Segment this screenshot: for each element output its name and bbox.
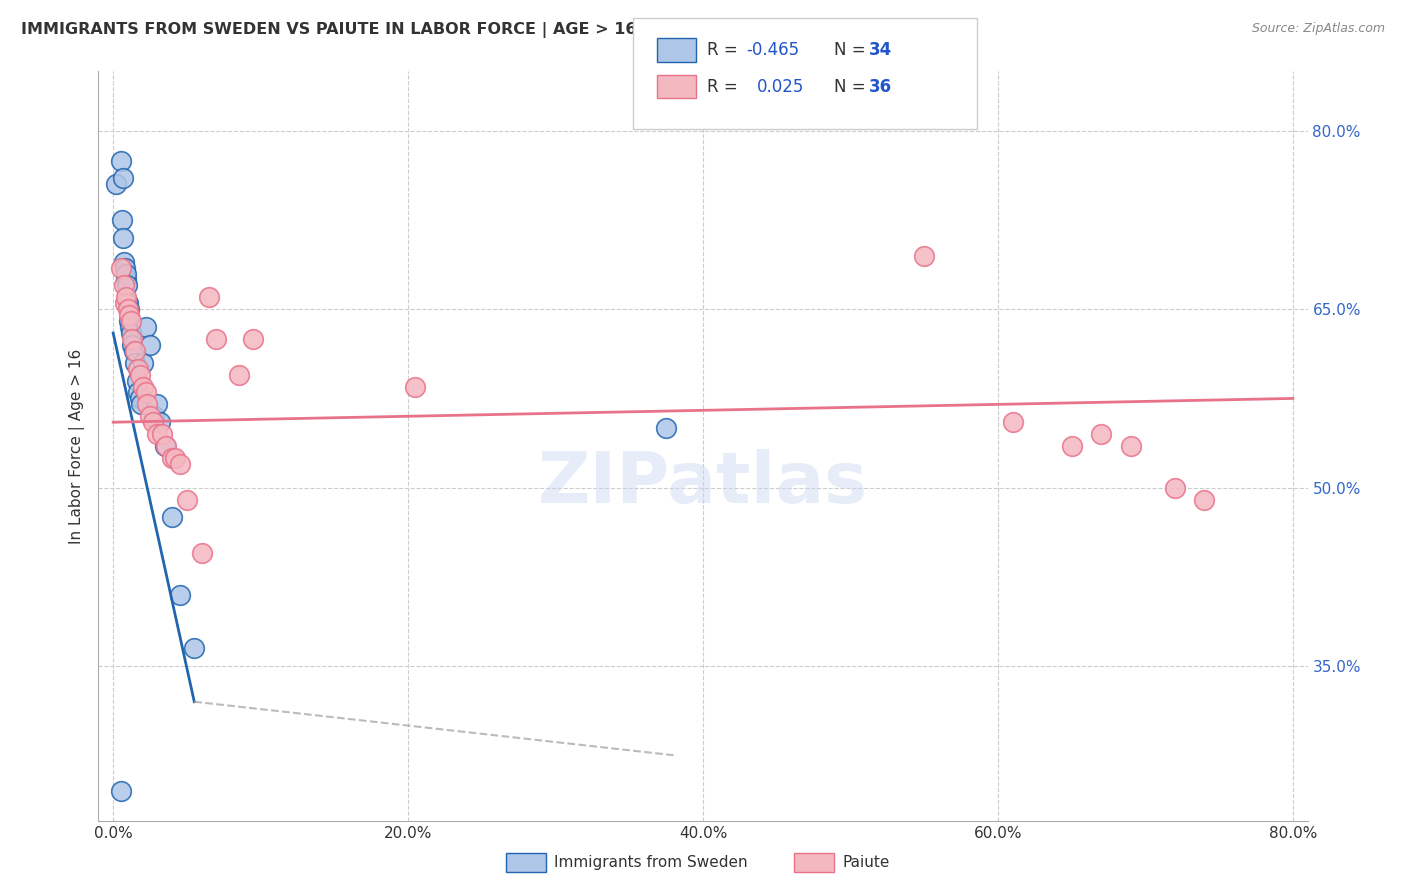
Text: R =: R =: [707, 78, 748, 95]
Point: [139, 338, 162, 352]
Point: [169, 457, 191, 471]
Point: [127, 385, 149, 400]
Point: [115, 290, 138, 304]
Point: [117, 296, 139, 310]
Point: [111, 171, 134, 186]
Text: 0.025: 0.025: [756, 78, 804, 95]
Point: [128, 368, 150, 382]
Point: [165, 450, 187, 465]
Point: [120, 320, 142, 334]
Text: N =: N =: [834, 41, 870, 59]
Point: [131, 379, 153, 393]
Point: [122, 343, 145, 358]
Point: [110, 153, 132, 168]
Text: Immigrants from Sweden: Immigrants from Sweden: [554, 855, 748, 870]
Point: [115, 267, 138, 281]
Point: [242, 332, 264, 346]
Point: [121, 332, 143, 346]
Text: Source: ZipAtlas.com: Source: ZipAtlas.com: [1251, 22, 1385, 36]
Point: [112, 254, 135, 268]
Y-axis label: In Labor Force | Age > 16: In Labor Force | Age > 16: [69, 349, 84, 543]
Text: R =: R =: [707, 41, 744, 59]
Point: [139, 409, 162, 424]
Point: [120, 314, 142, 328]
Point: [655, 421, 678, 435]
Point: [124, 356, 146, 370]
Point: [118, 302, 141, 317]
Point: [1194, 492, 1216, 507]
Point: [131, 356, 153, 370]
Point: [117, 302, 139, 317]
Point: [124, 343, 146, 358]
Point: [136, 397, 159, 411]
Text: Paiute: Paiute: [842, 855, 890, 870]
Point: [1164, 481, 1187, 495]
Point: [128, 392, 150, 406]
Point: [110, 784, 132, 798]
Point: [111, 213, 134, 227]
Point: [105, 178, 128, 192]
Point: [912, 249, 935, 263]
Point: [1090, 427, 1112, 442]
Point: [142, 415, 165, 429]
Point: [127, 361, 149, 376]
Point: [135, 385, 157, 400]
Text: 36: 36: [869, 78, 891, 95]
Point: [153, 439, 176, 453]
Text: N =: N =: [834, 78, 870, 95]
Point: [150, 427, 173, 442]
Point: [198, 290, 221, 304]
Point: [129, 397, 152, 411]
Text: -0.465: -0.465: [747, 41, 800, 59]
Point: [190, 546, 212, 560]
Text: IMMIGRANTS FROM SWEDEN VS PAIUTE IN LABOR FORCE | AGE > 16 CORRELATION CHART: IMMIGRANTS FROM SWEDEN VS PAIUTE IN LABO…: [21, 22, 834, 38]
Point: [1001, 415, 1024, 429]
Point: [160, 510, 183, 524]
Text: ZIPatlas: ZIPatlas: [538, 449, 868, 518]
Point: [1060, 439, 1083, 453]
Point: [1119, 439, 1142, 453]
Point: [114, 272, 136, 286]
Point: [118, 314, 141, 328]
Point: [205, 332, 228, 346]
Point: [404, 379, 426, 393]
Point: [149, 415, 172, 429]
Point: [114, 260, 136, 275]
Point: [228, 368, 250, 382]
Point: [135, 320, 157, 334]
Point: [121, 338, 143, 352]
Point: [146, 427, 169, 442]
Point: [169, 588, 191, 602]
Point: [115, 278, 138, 293]
Point: [160, 450, 183, 465]
Text: 34: 34: [869, 41, 893, 59]
Point: [114, 296, 136, 310]
Point: [125, 374, 148, 388]
Point: [143, 409, 166, 424]
Point: [118, 308, 141, 322]
Point: [112, 278, 135, 293]
Point: [183, 641, 205, 656]
Point: [155, 439, 177, 453]
Point: [112, 231, 135, 245]
Point: [176, 492, 198, 507]
Point: [146, 397, 169, 411]
Point: [110, 260, 132, 275]
Point: [120, 326, 142, 340]
